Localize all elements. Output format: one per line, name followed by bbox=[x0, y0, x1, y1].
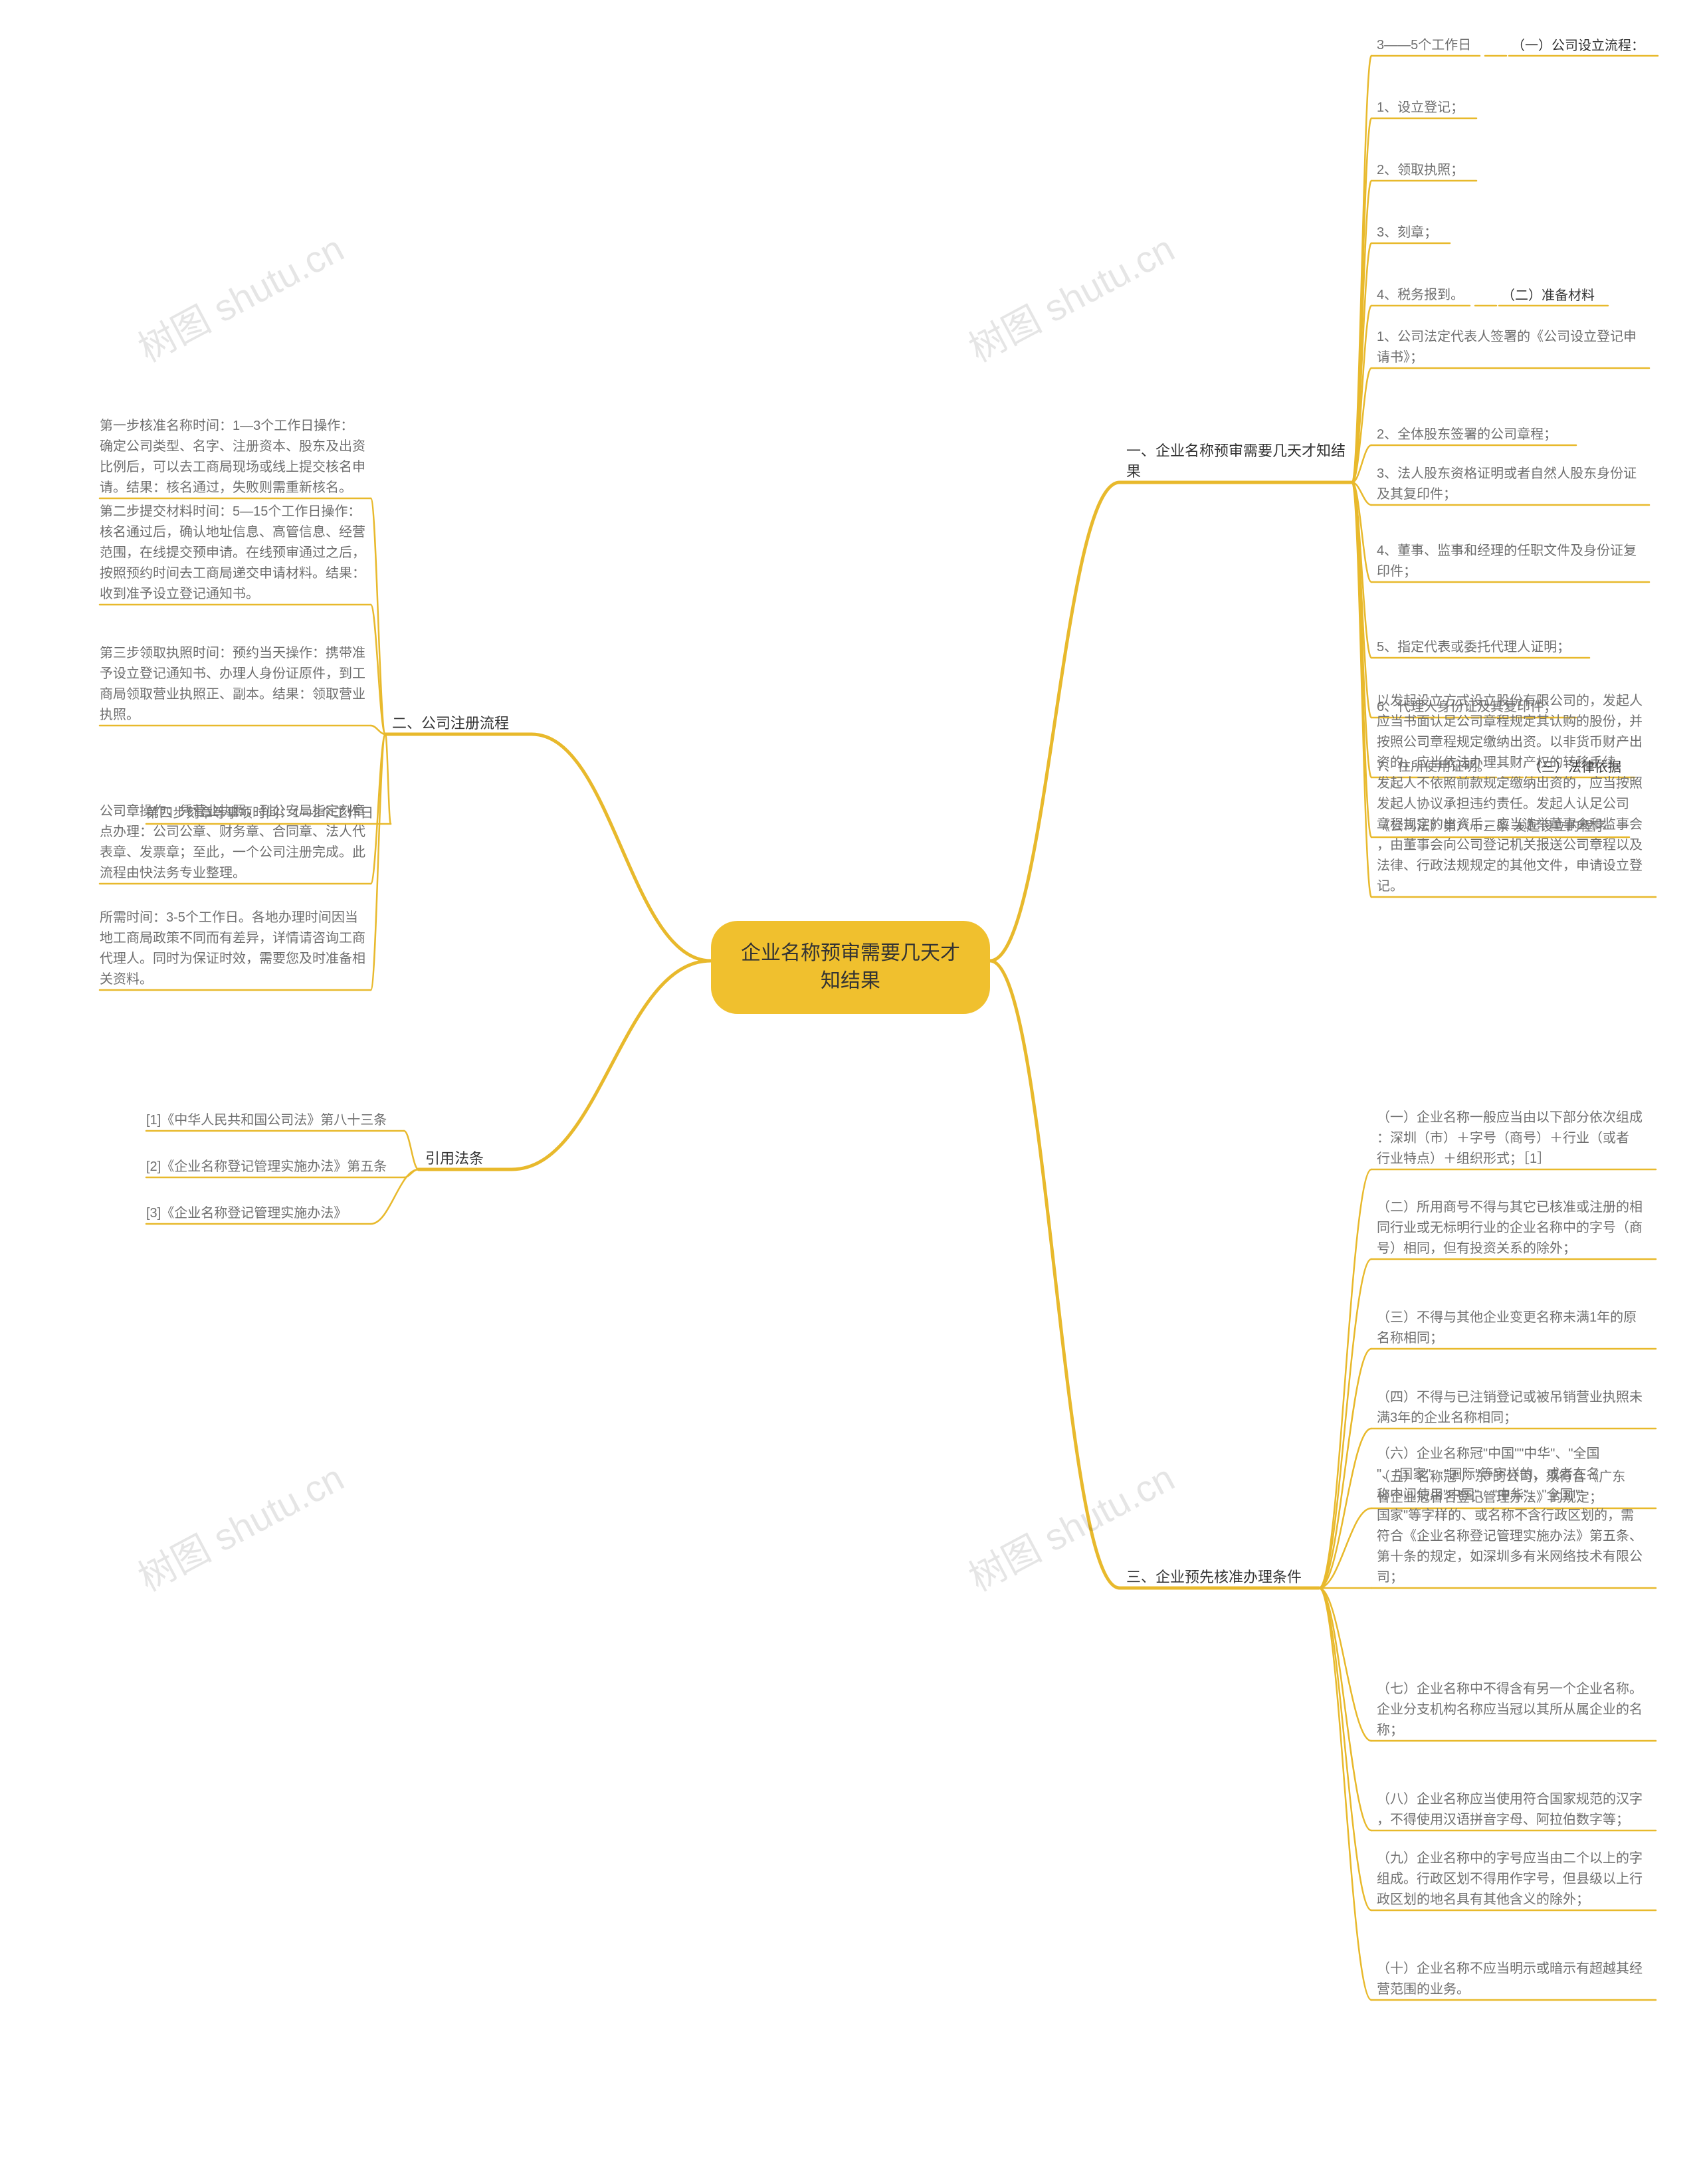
leaf-node: （四）不得与已注销登记或被吊销营业执照未 满3年的企业名称相同； bbox=[1377, 1387, 1656, 1429]
leaf-node: （八）企业名称应当使用符合国家规范的汉字 ，不得使用汉语拼音字母、阿拉伯数字等； bbox=[1377, 1789, 1656, 1831]
leaf-node: [1]《中华人民共和国公司法》第八十三条 bbox=[146, 1110, 399, 1131]
leaf-node: 1、设立登记； bbox=[1377, 98, 1476, 118]
leaf-node: 第一步核准名称时间：1—3个工作日操作： 确定公司类型、名字、注册资本、股东及出… bbox=[100, 416, 365, 498]
branch-label: 引用法条 bbox=[425, 1149, 505, 1172]
leaf-node: 2、领取执照； bbox=[1377, 160, 1476, 181]
leaf-node: （三）不得与其他企业变更名称未满1年的原 名称相同； bbox=[1377, 1308, 1656, 1349]
leaf-node: （六）企业名称冠"中国""中华"、"全国 "、"国家"、"国际"等字样的、或者在… bbox=[1377, 1444, 1656, 1588]
leaf-node: （七）企业名称中不得含有另一个企业名称。 企业分支机构名称应当冠以其所从属企业的… bbox=[1377, 1679, 1656, 1741]
leaf-node: 2、全体股东签署的公司章程； bbox=[1377, 425, 1576, 445]
watermark: 树图 shutu.cn bbox=[128, 219, 352, 373]
branch-label: 一、企业名称预审需要几天才知结 果 bbox=[1126, 441, 1346, 485]
mindmap-canvas: 企业名称预审需要几天才 知结果 一、企业名称预审需要几天才知结 果 3——5个工作日… bbox=[0, 0, 1701, 2184]
leaf-node: [3]《企业名称登记管理实施办法》 bbox=[146, 1203, 365, 1224]
leaf-node: 4、税务报到。 bbox=[1377, 285, 1470, 306]
leaf-node: 4、董事、监事和经理的任职文件及身份证复 印件； bbox=[1377, 541, 1649, 582]
leaf-node: 以发起设立方式设立股份有限公司的，发起人 应当书面认足公司章程规定其认购的股份，… bbox=[1377, 691, 1656, 897]
branch-label: 二、公司注册流程 bbox=[392, 714, 525, 737]
inline-label: （一）公司设立流程： bbox=[1512, 36, 1658, 56]
leaf-node: （一）企业名称一般应当由以下部分依次组成 ：深圳（市）＋字号（商号）＋行业（或者… bbox=[1377, 1108, 1656, 1169]
root-node[interactable]: 企业名称预审需要几天才 知结果 bbox=[711, 921, 990, 1014]
leaf-node: 所需时间：3-5个工作日。各地办理时间因当 地工商局政策不同而有差异，详情请咨询… bbox=[100, 908, 365, 990]
leaf-node: （九）企业名称中的字号应当由二个以上的字 组成。行政区划不得用作字号，但县级以上… bbox=[1377, 1848, 1656, 1910]
leaf-node: 3——5个工作日 bbox=[1377, 35, 1480, 56]
leaf-node: 1、公司法定代表人签署的《公司设立登记申 请书》； bbox=[1377, 327, 1649, 368]
leaf-node: 3、法人股东资格证明或者自然人股东身份证 及其复印件； bbox=[1377, 464, 1649, 505]
leaf-node: （二）所用商号不得与其它已核准或注册的相 同行业或无标明行业的企业名称中的字号（… bbox=[1377, 1197, 1656, 1259]
leaf-node: （十）企业名称不应当明示或暗示有超越其经 营范围的业务。 bbox=[1377, 1959, 1656, 2000]
leaf-node: 3、刻章； bbox=[1377, 223, 1450, 243]
leaf-node: 第三步领取执照时间：预约当天操作：携带准 予设立登记通知书、办理人身份证原件，到… bbox=[100, 643, 365, 726]
inline-label: （二）准备材料 bbox=[1502, 286, 1608, 306]
watermark: 树图 shutu.cn bbox=[128, 1448, 352, 1602]
branch-label: 三、企业预先核准办理条件 bbox=[1126, 1567, 1312, 1591]
leaf-node: 5、指定代表或委托代理人证明； bbox=[1377, 637, 1589, 658]
watermark: 树图 shutu.cn bbox=[958, 219, 1183, 373]
leaf-node: [2]《企业名称登记管理实施办法》第五条 bbox=[146, 1157, 399, 1177]
leaf-node: 第二步提交材料时间：5—15个工作日操作： 核名通过后，确认地址信息、高管信息、… bbox=[100, 502, 365, 605]
leaf-node: 公司章操作：凭营业执照，到公安局指定刻章 点办理：公司公章、财务章、合同章、法人… bbox=[100, 801, 365, 884]
